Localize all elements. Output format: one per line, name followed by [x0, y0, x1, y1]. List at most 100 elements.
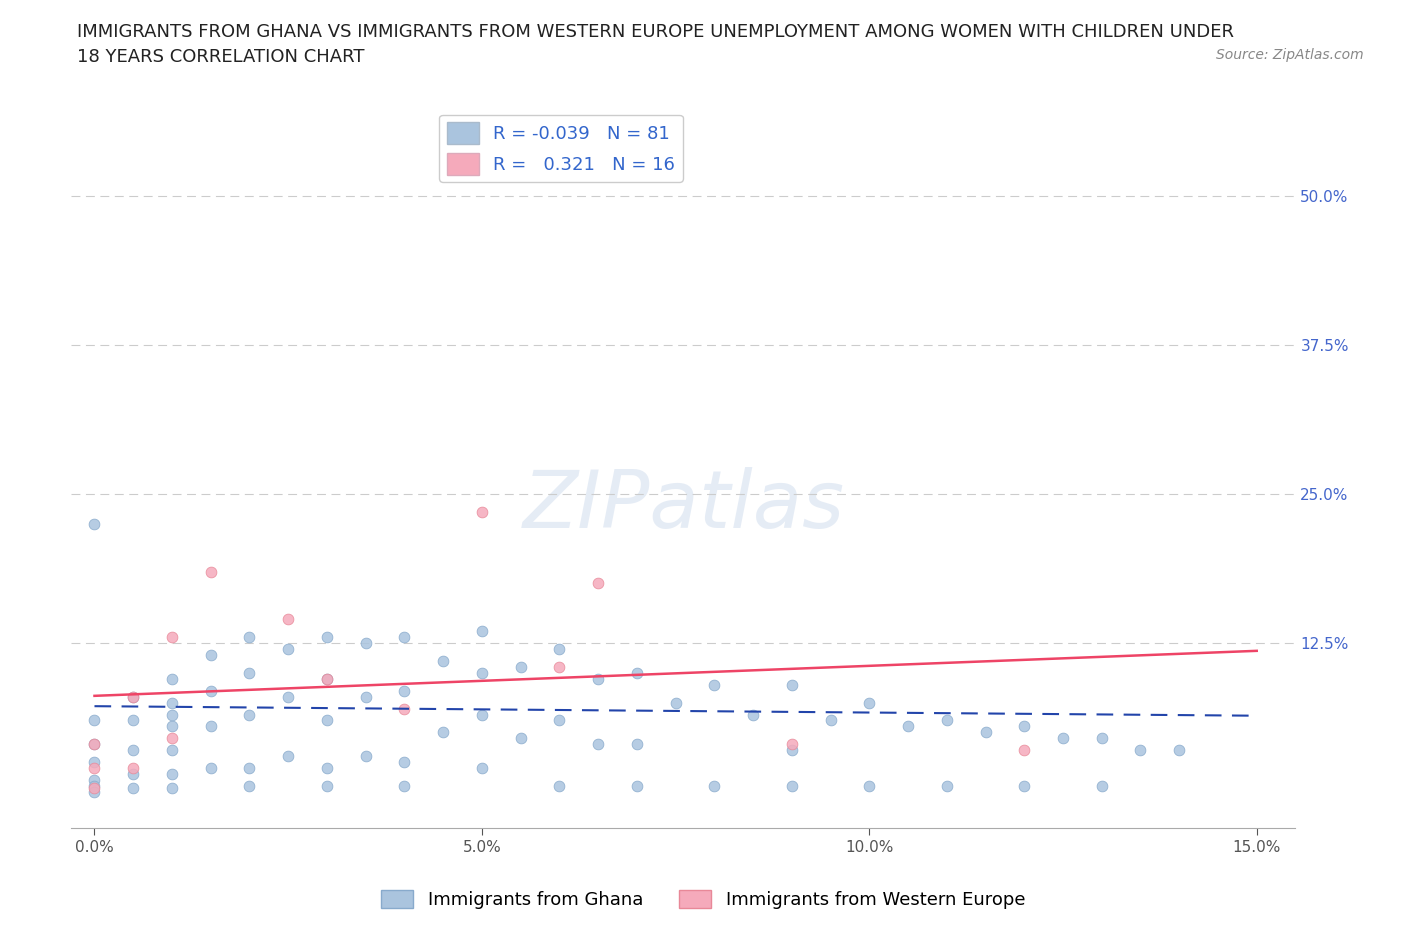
- Point: [1014, 778, 1036, 793]
- Point: [238, 707, 260, 722]
- Point: [316, 713, 339, 728]
- Point: [1168, 743, 1191, 758]
- Legend: R = -0.039   N = 81, R =   0.321   N = 16: R = -0.039 N = 81, R = 0.321 N = 16: [439, 114, 682, 182]
- Point: [122, 761, 145, 776]
- Point: [316, 630, 339, 644]
- Point: [316, 778, 339, 793]
- Point: [316, 671, 339, 686]
- Point: [703, 677, 725, 692]
- Point: [1052, 731, 1074, 746]
- Point: [626, 778, 648, 793]
- Point: [122, 766, 145, 781]
- Point: [277, 749, 299, 764]
- Point: [394, 701, 416, 716]
- Legend: Immigrants from Ghana, Immigrants from Western Europe: Immigrants from Ghana, Immigrants from W…: [374, 883, 1032, 916]
- Point: [83, 755, 105, 770]
- Text: Source: ZipAtlas.com: Source: ZipAtlas.com: [1216, 48, 1364, 62]
- Point: [432, 654, 454, 669]
- Point: [160, 731, 183, 746]
- Point: [160, 781, 183, 796]
- Point: [432, 725, 454, 740]
- Point: [83, 713, 105, 728]
- Point: [160, 671, 183, 686]
- Point: [200, 719, 222, 734]
- Point: [238, 665, 260, 680]
- Point: [471, 504, 494, 519]
- Point: [742, 707, 765, 722]
- Point: [238, 778, 260, 793]
- Point: [1014, 719, 1036, 734]
- Point: [354, 749, 377, 764]
- Point: [586, 737, 609, 751]
- Point: [394, 778, 416, 793]
- Point: [394, 755, 416, 770]
- Point: [83, 737, 105, 751]
- Point: [354, 689, 377, 704]
- Point: [548, 713, 571, 728]
- Text: IMMIGRANTS FROM GHANA VS IMMIGRANTS FROM WESTERN EUROPE UNEMPLOYMENT AMONG WOMEN: IMMIGRANTS FROM GHANA VS IMMIGRANTS FROM…: [77, 23, 1234, 41]
- Point: [238, 630, 260, 644]
- Point: [1014, 743, 1036, 758]
- Point: [122, 781, 145, 796]
- Point: [316, 761, 339, 776]
- Point: [83, 737, 105, 751]
- Point: [548, 659, 571, 674]
- Point: [897, 719, 920, 734]
- Point: [471, 761, 494, 776]
- Point: [160, 707, 183, 722]
- Point: [935, 713, 957, 728]
- Point: [83, 778, 105, 793]
- Point: [586, 671, 609, 686]
- Point: [122, 743, 145, 758]
- Point: [160, 743, 183, 758]
- Point: [626, 737, 648, 751]
- Point: [160, 630, 183, 644]
- Point: [935, 778, 957, 793]
- Point: [122, 689, 145, 704]
- Point: [820, 713, 842, 728]
- Point: [122, 689, 145, 704]
- Point: [160, 766, 183, 781]
- Point: [858, 695, 880, 710]
- Point: [471, 707, 494, 722]
- Point: [83, 773, 105, 788]
- Point: [83, 785, 105, 800]
- Point: [122, 713, 145, 728]
- Point: [200, 565, 222, 579]
- Point: [974, 725, 997, 740]
- Point: [548, 778, 571, 793]
- Point: [277, 689, 299, 704]
- Text: 18 YEARS CORRELATION CHART: 18 YEARS CORRELATION CHART: [77, 48, 364, 66]
- Point: [1091, 731, 1114, 746]
- Point: [160, 719, 183, 734]
- Point: [509, 659, 531, 674]
- Point: [394, 630, 416, 644]
- Point: [200, 761, 222, 776]
- Point: [665, 695, 688, 710]
- Point: [780, 737, 803, 751]
- Point: [626, 665, 648, 680]
- Point: [238, 761, 260, 776]
- Point: [83, 781, 105, 796]
- Point: [509, 731, 531, 746]
- Point: [277, 642, 299, 657]
- Point: [277, 612, 299, 627]
- Point: [471, 624, 494, 639]
- Point: [83, 516, 105, 531]
- Point: [394, 684, 416, 698]
- Point: [316, 671, 339, 686]
- Point: [548, 642, 571, 657]
- Point: [200, 647, 222, 662]
- Point: [160, 695, 183, 710]
- Point: [780, 677, 803, 692]
- Point: [200, 684, 222, 698]
- Point: [354, 635, 377, 650]
- Point: [1129, 743, 1152, 758]
- Point: [780, 743, 803, 758]
- Text: ZIPatlas: ZIPatlas: [522, 467, 845, 545]
- Point: [703, 778, 725, 793]
- Point: [471, 665, 494, 680]
- Point: [83, 761, 105, 776]
- Point: [586, 576, 609, 591]
- Point: [1091, 778, 1114, 793]
